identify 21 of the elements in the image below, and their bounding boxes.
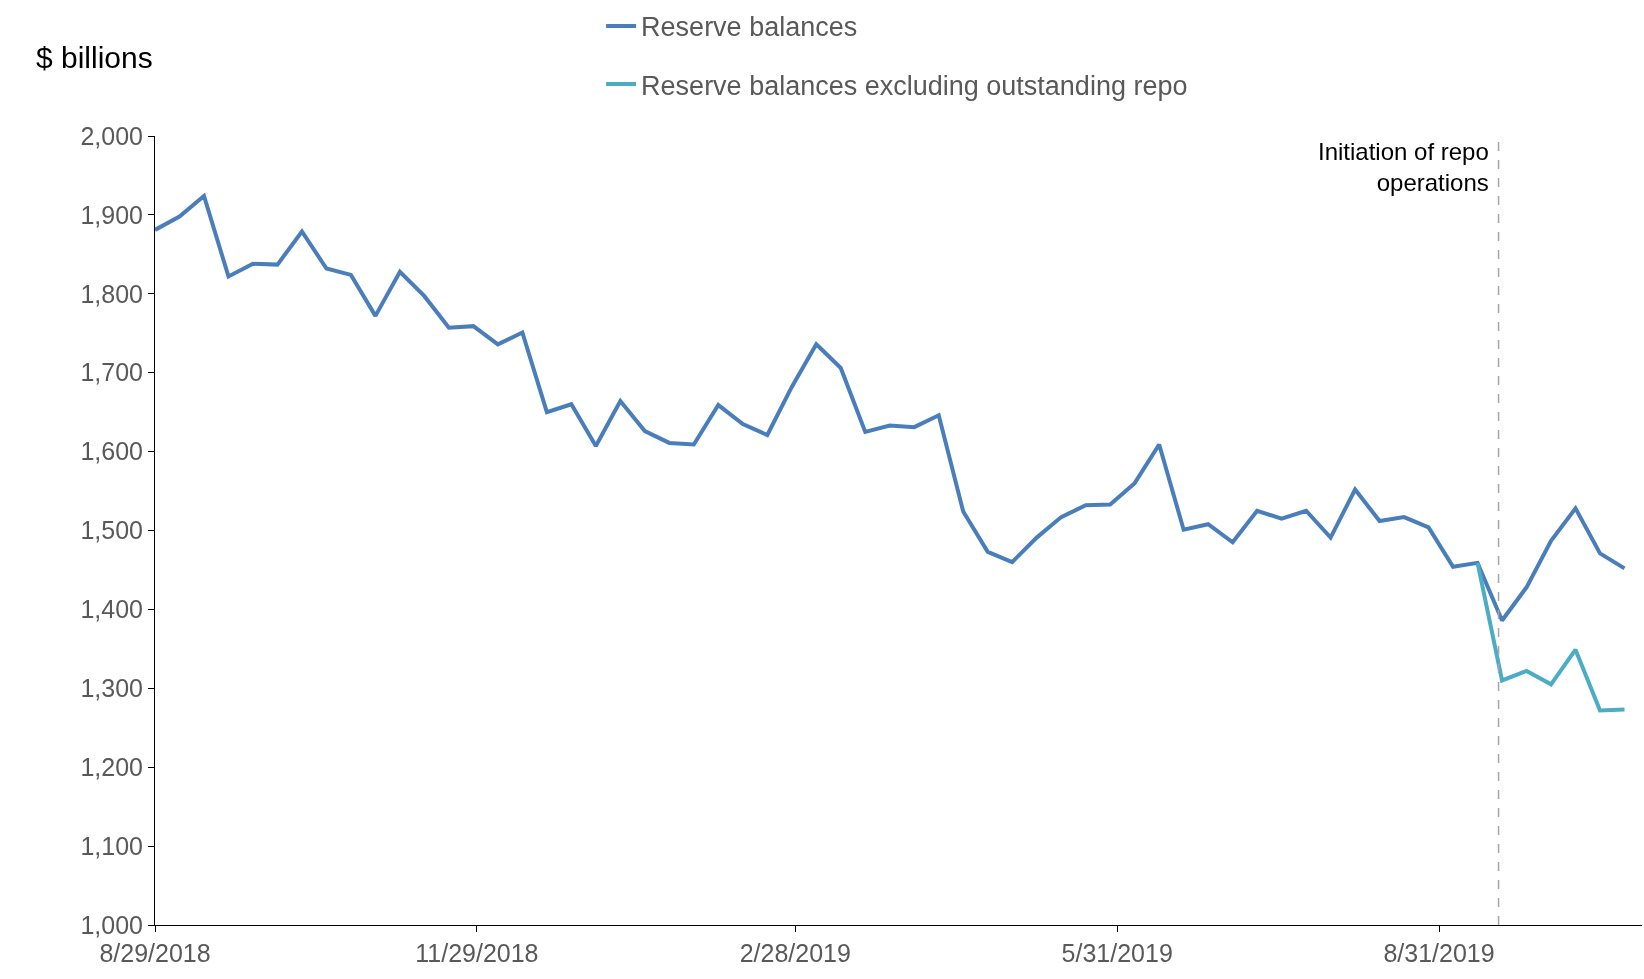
y-tick-label: 1,100	[80, 831, 143, 860]
y-tick-label: 1,400	[80, 595, 143, 624]
y-tick-label: 2,000	[80, 121, 143, 150]
x-tick-label: 5/31/2019	[1061, 939, 1173, 967]
legend-label: Reserve balances excluding outstanding repo	[641, 70, 1188, 101]
x-tick-label: 8/31/2019	[1383, 939, 1495, 967]
y-tick-label: 1,500	[80, 516, 143, 545]
y-tick-label: 1,000	[80, 910, 143, 939]
y-tick-label: 1,200	[80, 752, 143, 781]
line-series	[1475, 560, 1627, 713]
y-tick-label: 1,700	[80, 358, 143, 387]
y-tick-label: 1,600	[80, 437, 143, 466]
x-tick-label: 2/28/2019	[739, 939, 851, 967]
y-tick-label: 1,300	[80, 674, 143, 703]
x-tick-label: 8/29/2018	[99, 939, 211, 967]
legend-label: Reserve balances	[641, 12, 858, 43]
x-tick-label: 11/29/2018	[415, 939, 539, 967]
ref-line-label: Initiation of repo operations	[1318, 138, 1489, 197]
y-tick-label: 1,800	[80, 279, 143, 308]
y-axis-title: $ billions	[36, 41, 153, 74]
y-tick-label: 1,900	[80, 200, 143, 229]
